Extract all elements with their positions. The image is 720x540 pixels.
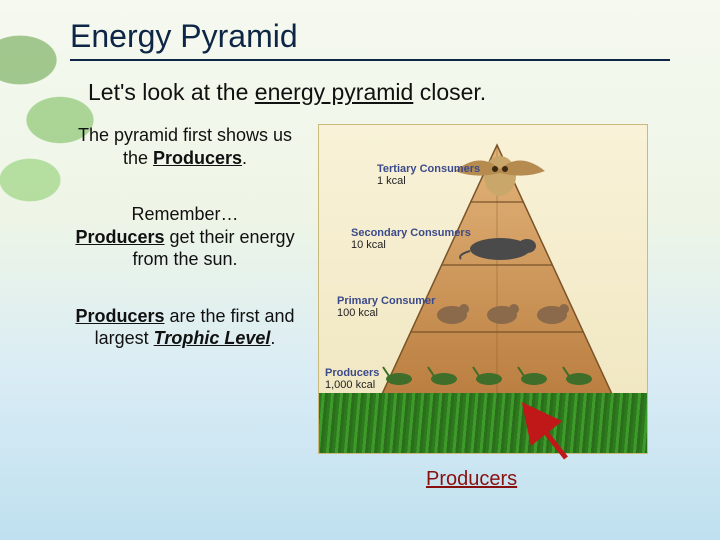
arrow-icon: [518, 402, 578, 462]
p3-term2: Trophic Level: [154, 328, 271, 348]
label-secondary-kcal: 10 kcal: [351, 239, 386, 251]
diagram-column: Tertiary Consumers 1 kcal Secondary Cons…: [318, 124, 680, 454]
text-column: The pyramid first shows us the Producers…: [70, 124, 300, 454]
grass-strip: [319, 393, 647, 453]
subhead-suffix: closer.: [413, 79, 486, 105]
label-tertiary-name: Tertiary Consumers: [377, 163, 480, 175]
slide-title: Energy Pyramid: [70, 18, 670, 61]
label-secondary: Secondary Consumers 10 kcal: [351, 227, 471, 251]
subhead-prefix: Let's look at the: [88, 79, 255, 105]
label-tertiary-kcal: 1 kcal: [377, 175, 406, 187]
label-primary-name: Primary Consumer: [337, 295, 435, 307]
energy-pyramid-diagram: Tertiary Consumers 1 kcal Secondary Cons…: [318, 124, 648, 454]
p2-term: Producers: [75, 227, 164, 247]
p2-lead: Remember…: [131, 204, 238, 224]
p1-term: Producers: [153, 148, 242, 168]
label-producers-name: Producers: [325, 367, 379, 379]
slide-subhead: Let's look at the energy pyramid closer.: [88, 79, 680, 106]
slide-content: Energy Pyramid Let's look at the energy …: [0, 0, 720, 540]
subhead-term: energy pyramid: [255, 79, 414, 105]
mouse-row-icon: [427, 293, 577, 331]
p3-tail: .: [270, 328, 275, 348]
label-primary: Primary Consumer 100 kcal: [337, 295, 435, 319]
paragraph-3: Producers are the first and largest Trop…: [70, 305, 300, 350]
grasshopper-row-icon: [379, 353, 619, 395]
label-secondary-name: Secondary Consumers: [351, 227, 471, 239]
label-primary-kcal: 100 kcal: [337, 307, 378, 319]
label-producers: Producers 1,000 kcal: [325, 367, 379, 391]
paragraph-1: The pyramid first shows us the Producers…: [70, 124, 300, 169]
paragraph-2: Remember… Producers get their energy fro…: [70, 203, 300, 271]
p1-tail: .: [242, 148, 247, 168]
label-tertiary: Tertiary Consumers 1 kcal: [377, 163, 480, 187]
label-producers-kcal: 1,000 kcal: [325, 379, 375, 391]
p3-term1: Producers: [75, 306, 164, 326]
producers-caption: Producers: [426, 468, 517, 491]
